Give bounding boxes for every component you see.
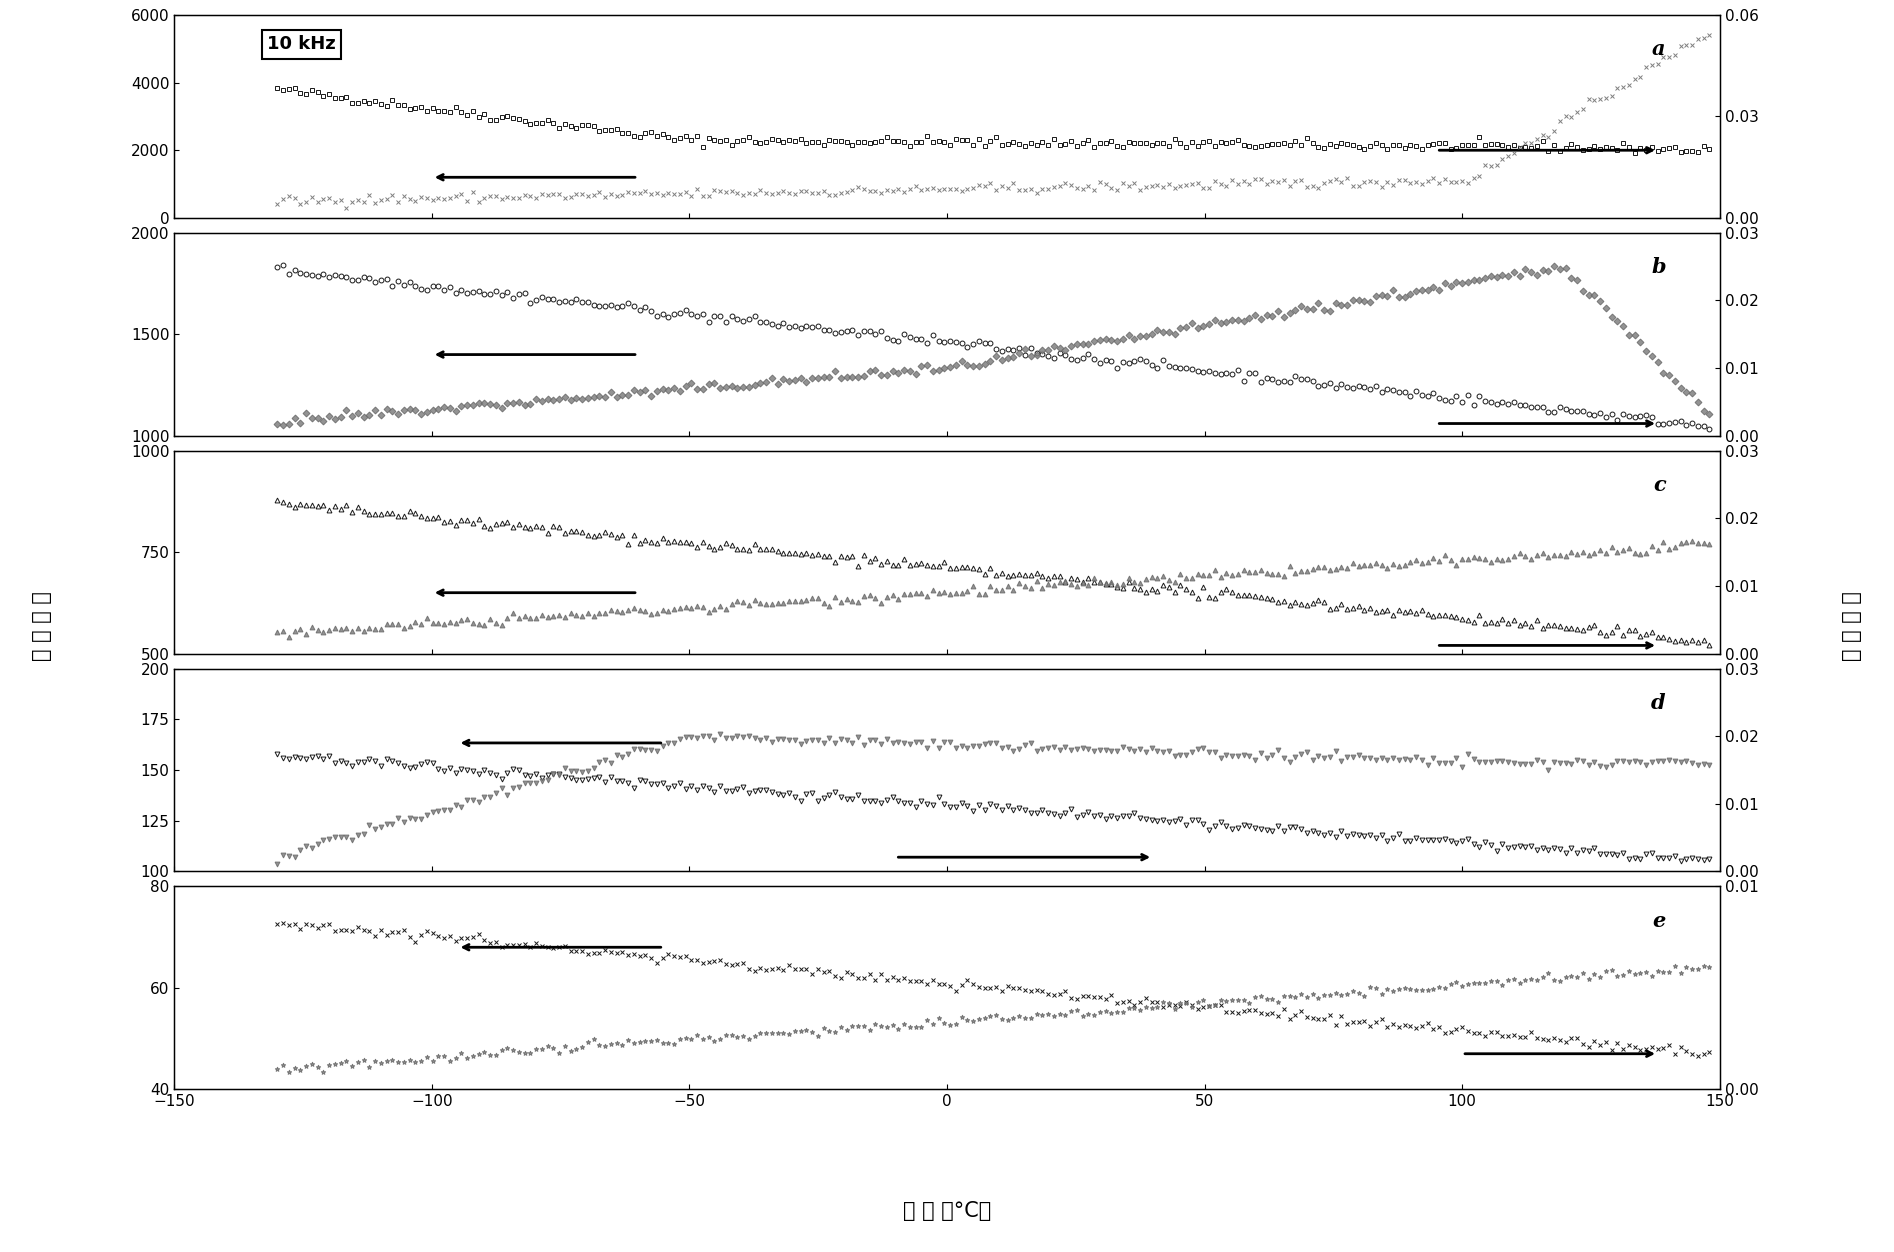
- Text: 介 电 常 数: 介 电 常 数: [32, 591, 51, 661]
- Text: c: c: [1653, 475, 1665, 495]
- Text: 温 度 （°C）: 温 度 （°C）: [903, 1201, 991, 1221]
- Text: e: e: [1652, 910, 1665, 930]
- Text: 10 kHz: 10 kHz: [267, 35, 335, 54]
- Text: a: a: [1652, 39, 1665, 59]
- Text: d: d: [1652, 692, 1665, 712]
- Text: 介 电 损 耗: 介 电 损 耗: [1843, 591, 1862, 661]
- Text: b: b: [1652, 257, 1665, 277]
